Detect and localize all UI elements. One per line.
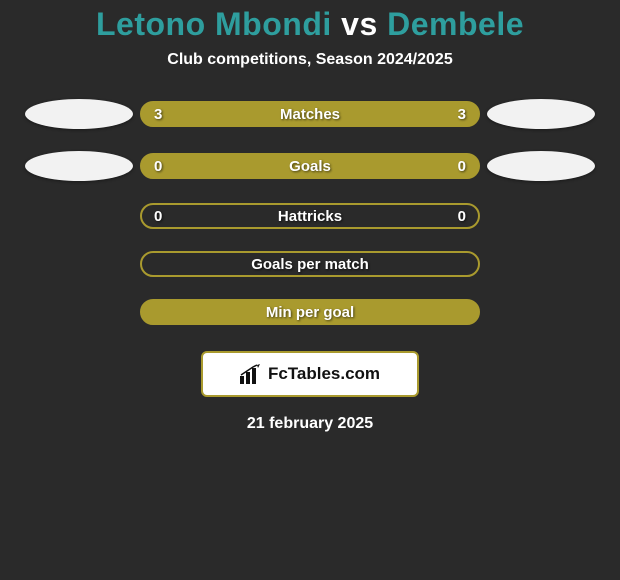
stat-value-left: 0 [154,158,162,175]
stat-value-right: 0 [458,208,466,225]
stat-row: Min per goal [0,299,620,325]
stat-label: Min per goal [266,304,354,321]
page-title: Letono Mbondi vs Dembele [96,6,524,43]
subtitle: Club competitions, Season 2024/2025 [167,51,452,69]
stat-bar: Min per goal [140,299,480,325]
stat-row: 3 Matches 3 [0,99,620,129]
avatar-slot-right [480,99,602,129]
stat-value-right: 3 [458,106,466,123]
stat-row: 0 Goals 0 [0,151,620,181]
stat-value-right: 0 [458,158,466,175]
stat-bar: 3 Matches 3 [140,101,480,127]
avatar-slot-left [18,99,140,129]
title-player1: Letono Mbondi [96,6,332,42]
player2-avatar [487,99,595,129]
logo-text: FcTables.com [268,364,380,384]
stat-label: Hattricks [278,208,342,225]
comparison-card: Letono Mbondi vs Dembele Club competitio… [0,0,620,433]
player1-avatar [25,151,133,181]
stat-value-left: 3 [154,106,162,123]
avatar-slot-left [18,151,140,181]
player2-avatar [487,151,595,181]
stat-bar: 0 Goals 0 [140,153,480,179]
bar-chart-icon [240,364,262,384]
title-vs: vs [341,6,378,42]
date-label: 21 february 2025 [247,415,373,433]
logo-box[interactable]: FcTables.com [201,351,419,397]
stat-row: Goals per match [0,251,620,277]
stat-bar: 0 Hattricks 0 [140,203,480,229]
stat-row: 0 Hattricks 0 [0,203,620,229]
stat-label: Matches [280,106,340,123]
stats-section: 3 Matches 3 0 Goals 0 0 Hattricks 0 Goals per mat… [0,99,620,347]
title-player2: Dembele [387,6,524,42]
stat-value-left: 0 [154,208,162,225]
player1-avatar [25,99,133,129]
stat-label: Goals [289,158,331,175]
avatar-slot-right [480,151,602,181]
stat-label: Goals per match [251,256,369,273]
stat-bar: Goals per match [140,251,480,277]
